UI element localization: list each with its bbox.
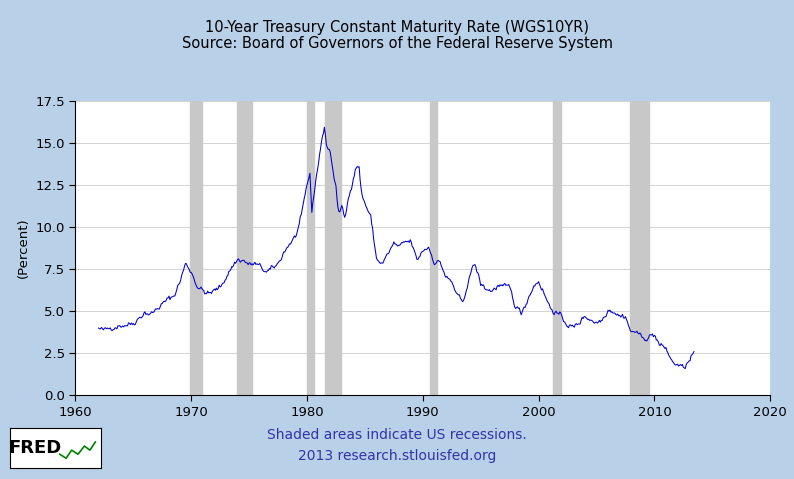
Text: 2013 research.stlouisfed.org: 2013 research.stlouisfed.org: [298, 449, 496, 463]
Bar: [191, 101, 202, 395]
Bar: [430, 101, 437, 395]
Bar: [630, 101, 649, 395]
Bar: [553, 101, 561, 395]
Y-axis label: (Percent): (Percent): [17, 217, 30, 278]
Bar: [237, 101, 252, 395]
Text: 10-Year Treasury Constant Maturity Rate (WGS10YR): 10-Year Treasury Constant Maturity Rate …: [205, 20, 589, 35]
Text: Shaded areas indicate US recessions.: Shaded areas indicate US recessions.: [267, 428, 527, 442]
Bar: [326, 101, 341, 395]
Text: FRED: FRED: [9, 439, 62, 457]
Text: Source: Board of Governors of the Federal Reserve System: Source: Board of Governors of the Federa…: [182, 35, 612, 51]
Bar: [307, 101, 314, 395]
